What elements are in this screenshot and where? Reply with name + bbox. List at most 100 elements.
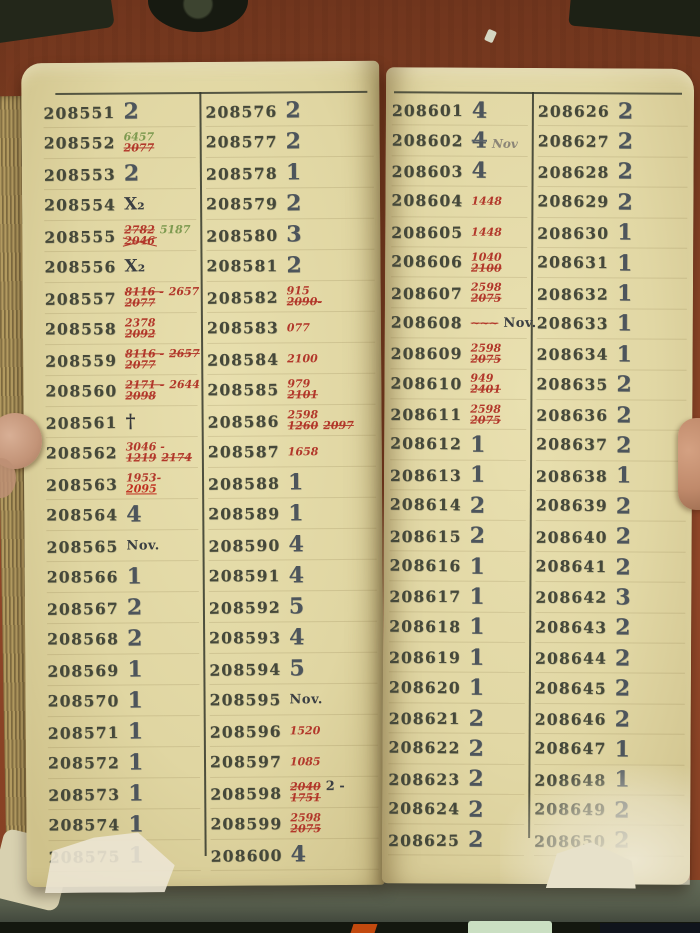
annotation: 3 <box>286 221 301 247</box>
annotation-line: 2075 <box>290 822 322 836</box>
annotation: 5 <box>289 593 304 619</box>
ledger-row: 208630 1 <box>537 217 688 249</box>
annotation: 4 <box>289 624 304 650</box>
annotation: 1 <box>285 159 302 186</box>
ledger-row: 208613 1 <box>389 459 527 492</box>
annotation: 2 <box>470 523 485 549</box>
mark-redx: 2046 <box>124 234 155 248</box>
serial-number: 208561 <box>45 412 118 433</box>
ledger-row: 208597 1085 <box>209 745 379 778</box>
mark-digit: 1 <box>285 159 302 186</box>
annotation: 1085 <box>290 755 321 768</box>
mark-digit: 1 <box>617 219 633 246</box>
mark-digit: 1 <box>127 718 144 745</box>
ledger-row: 208620 1 <box>389 672 525 704</box>
annotation-line: 2046 <box>124 234 190 248</box>
serial-number: 208566 <box>46 566 119 586</box>
mark-green: 5187 <box>159 223 191 237</box>
ledger-row: 208644 2 <box>534 643 686 675</box>
annotation: 4 <box>472 97 487 123</box>
annotation: 2 <box>616 372 631 398</box>
serial-number: 208635 <box>536 374 609 394</box>
serial-number: 208565 <box>46 536 119 557</box>
serial-number: 208608 <box>390 312 463 333</box>
mark-digit: 2 <box>468 765 484 793</box>
annotation: 2 <box>127 594 142 620</box>
annotation-line: 3 <box>286 221 301 247</box>
ledger-row: 208634 1 <box>536 339 687 371</box>
annotation-line: 2 <box>614 645 631 672</box>
annotation: 4 <box>290 841 305 867</box>
annotation: 1040 2100 <box>471 250 502 274</box>
annotation-line: 2100 <box>287 352 318 365</box>
mark-digit: 2 <box>285 190 302 217</box>
mark-digit: 1 <box>128 780 144 807</box>
annotation: 1 <box>470 462 485 488</box>
annotation: 1 <box>617 219 633 246</box>
mark-digit: 2 <box>614 705 631 732</box>
annotation: 1 <box>614 736 630 763</box>
annotation-line: 2092 <box>125 327 156 340</box>
annotation-line: 1 <box>616 463 631 489</box>
annotation: 8116 -2657 2077 <box>125 347 200 372</box>
mark-digit: 2 <box>614 645 631 672</box>
annotation: 2 <box>615 615 630 641</box>
annotation-line: 2 <box>618 98 633 124</box>
annotation: 1 <box>617 311 632 337</box>
annotation: 1953- 2095 <box>126 471 161 495</box>
serial-number: 208553 <box>43 164 116 185</box>
ledger-row: 208572 1 <box>47 747 201 780</box>
annotation-line: 2 <box>285 190 302 217</box>
annotation: 2 <box>123 98 138 124</box>
annotation-line: 1 <box>614 736 630 763</box>
annotation: 1 <box>128 811 143 837</box>
ledger-row: 208578 1 <box>206 156 375 189</box>
annotation-line: 1 <box>127 718 144 745</box>
annotation-line: 1520 <box>289 723 321 737</box>
mark-red: 1520 <box>289 723 321 737</box>
annotation-line: 4 <box>290 841 305 867</box>
annotation-line: 1 <box>288 500 303 526</box>
annotation-line: 1 <box>617 280 632 306</box>
annotation: 1448 <box>471 195 503 209</box>
annotation-line: 2 <box>285 97 300 123</box>
ledger-row: 208609 2598 2075 <box>390 338 527 370</box>
serial-number: 208595 <box>209 689 282 709</box>
serial-number: 208571 <box>47 722 120 743</box>
annotation-line: 2098 <box>125 389 200 402</box>
serial-number: 208551 <box>43 102 116 123</box>
floor-shadow <box>0 922 700 933</box>
serial-number: 208637 <box>536 434 609 455</box>
annotation-line: 2 <box>616 524 631 550</box>
mark-stampx: X₂ <box>124 255 146 277</box>
annotation: 1 <box>469 644 484 670</box>
ledger-row: 208556 X₂ <box>44 251 197 284</box>
column-4: 208626 2 208627 2 208628 2 208629 2 208630 1 20863… <box>534 95 688 857</box>
serial-number: 208604 <box>391 190 464 211</box>
mark-digit: 1 <box>614 736 630 763</box>
ledger-row: 208591 4 <box>208 559 377 592</box>
annotation: 2 <box>468 736 483 762</box>
ledger-row: 208618 1 <box>389 611 526 643</box>
annotation-line: 2 <box>617 159 632 185</box>
mark-reds: 2077 <box>125 358 156 372</box>
mark-red: 1448 <box>471 195 503 209</box>
annotation-line: 1 <box>470 431 486 458</box>
annotation: 2 <box>616 524 631 550</box>
annotation-line: 2 <box>618 128 633 154</box>
annotation: 2 <box>469 705 484 731</box>
mark-reds: 2075 <box>290 822 322 836</box>
annotation-line: 4 <box>289 624 304 650</box>
mark-digit: 1 <box>470 431 486 458</box>
mark-digit: 4 <box>288 562 305 589</box>
mark-digit: 1 <box>127 749 144 776</box>
mark-digit: 1 <box>126 563 143 590</box>
serial-number: 208559 <box>45 350 118 371</box>
dark-floor-object <box>600 923 700 933</box>
annotation: 2 <box>614 645 631 672</box>
annotation: 4 <box>288 562 305 589</box>
annotation: 1 <box>617 250 632 276</box>
ledger-row: 208582 915 2090- <box>207 280 375 313</box>
annotation-line: 1 <box>617 250 632 276</box>
annotation-line: 1751 <box>290 791 345 804</box>
